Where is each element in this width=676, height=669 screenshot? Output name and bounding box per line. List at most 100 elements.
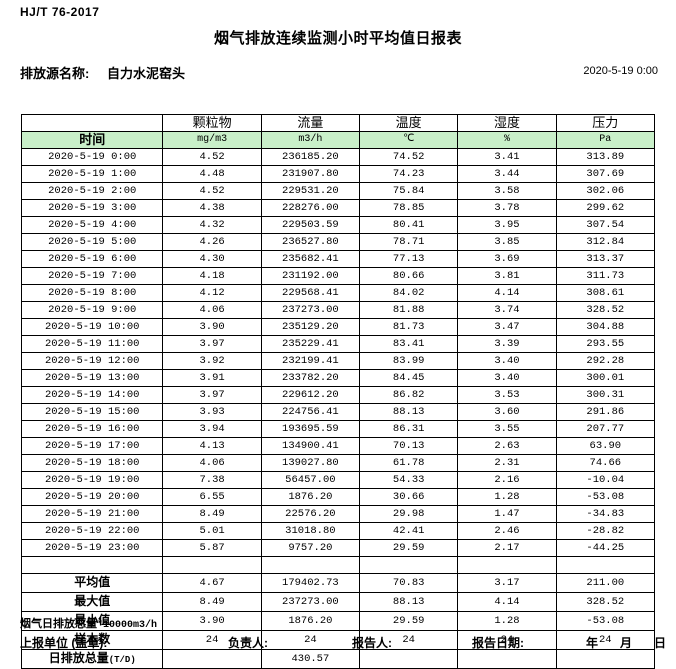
- table-row: 2020-5-19 20:00 6.55 1876.20 30.66 1.28 -53.0…: [20, 488, 656, 506]
- table-row: 2020-5-19 7:00 4.18 231192.00 80.66 3.81 311.…: [20, 267, 656, 285]
- cell-value: 3.39: [457, 335, 557, 353]
- cell-value: 229531.20: [260, 182, 361, 200]
- cell-value: 231907.80: [260, 165, 361, 183]
- cell-value: 81.73: [359, 318, 459, 336]
- header-unit-pressure: Pa: [555, 131, 656, 149]
- cell-value: -44.25: [555, 539, 656, 557]
- table-row: 2020-5-19 6:00 4.30 235682.41 77.13 3.69 313.…: [20, 250, 656, 268]
- cell-time: 2020-5-19 17:00: [20, 437, 164, 455]
- cell-value: 3.78: [457, 199, 557, 217]
- cell-value: 3.40: [457, 352, 557, 370]
- table-row: 2020-5-19 10:00 3.90 235129.20 81.73 3.47 304…: [20, 318, 656, 336]
- summary-value: 1.28: [457, 611, 557, 631]
- header-col-humidity: 湿度: [457, 114, 557, 132]
- table-row: 2020-5-19 5:00 4.26 236527.80 78.71 3.85 312.…: [20, 233, 656, 251]
- cell-value: 235129.20: [260, 318, 361, 336]
- cell-time: 2020-5-19 3:00: [20, 199, 164, 217]
- cell-value: 88.13: [359, 403, 459, 421]
- cell-value: 235229.41: [260, 335, 361, 353]
- cell-value: 3.90: [162, 318, 262, 336]
- cell-value: 29.59: [359, 539, 459, 557]
- cell-value: 4.06: [162, 301, 262, 319]
- cell-time: 2020-5-19 2:00: [20, 182, 164, 200]
- cell-value: 228276.00: [260, 199, 361, 217]
- table-row: 2020-5-19 18:00 4.06 139027.80 61.78 2.31 74.…: [20, 454, 656, 472]
- cell-value: 83.41: [359, 335, 459, 353]
- summary-label: 日排放总量(T/D): [20, 649, 164, 669]
- cell-value: 232199.41: [260, 352, 361, 370]
- cell-value: 307.54: [555, 216, 656, 234]
- cell-value: 4.12: [162, 284, 262, 302]
- table-row: 2020-5-19 0:00 4.52 236185.20 74.52 3.41 313.…: [20, 148, 656, 166]
- cell-value: 42.41: [359, 522, 459, 540]
- table-row: 2020-5-19 12:00 3.92 232199.41 83.99 3.40 292…: [20, 352, 656, 370]
- header-corner-blank: [20, 114, 164, 132]
- cell-value: -53.08: [555, 488, 656, 506]
- footer-day-label: 日: [654, 636, 667, 650]
- summary-value: 4.67: [162, 573, 262, 593]
- cell-value: -28.82: [555, 522, 656, 540]
- cell-value: 3.40: [457, 369, 557, 387]
- table-row: 2020-5-19 16:00 3.94 193695.59 86.31 3.55 207…: [20, 420, 656, 438]
- cell-value: 3.92: [162, 352, 262, 370]
- summary-row: 最大值 8.49 237273.00 88.13 4.14 328.52: [20, 592, 656, 612]
- cell-time: 2020-5-19 11:00: [20, 335, 164, 353]
- table-row: 2020-5-19 23:00 5.87 9757.20 29.59 2.17 -44.2…: [20, 539, 656, 557]
- summary-label-text: 最大值: [74, 594, 111, 608]
- table-row: 2020-5-19 22:00 5.01 31018.80 42.41 2.46 -28.…: [20, 522, 656, 540]
- cell-value: 3.47: [457, 318, 557, 336]
- cell-value: 3.74: [457, 301, 557, 319]
- cell-time: 2020-5-19 16:00: [20, 420, 164, 438]
- cell-value: 207.77: [555, 420, 656, 438]
- cell-value: 307.69: [555, 165, 656, 183]
- cell-value: 3.94: [162, 420, 262, 438]
- cell-value: 235682.41: [260, 250, 361, 268]
- cell-value: 4.38: [162, 199, 262, 217]
- table-row: 2020-5-19 2:00 4.52 229531.20 75.84 3.58 302.…: [20, 182, 656, 200]
- table-row: 2020-5-19 1:00 4.48 231907.80 74.23 3.44 307.…: [20, 165, 656, 183]
- cell-value: 229568.41: [260, 284, 361, 302]
- cell-value: 302.06: [555, 182, 656, 200]
- cell-value: 3.81: [457, 267, 557, 285]
- emission-source-value: 自力水泥窑头: [106, 66, 185, 81]
- cell-time: 2020-5-19 1:00: [20, 165, 164, 183]
- cell-time: 2020-5-19 8:00: [20, 284, 164, 302]
- cell-value: 193695.59: [260, 420, 361, 438]
- table-row: 2020-5-19 21:00 8.49 22576.20 29.98 1.47 -34.…: [20, 505, 656, 523]
- table-header-names: 颗粒物 流量 温度 湿度 压力: [20, 114, 656, 132]
- summary-value: 4.14: [457, 592, 557, 612]
- summary-value: 3.17: [457, 573, 557, 593]
- table-body: 2020-5-19 0:00 4.52 236185.20 74.52 3.41 313.…: [20, 148, 656, 669]
- cell-value: 4.06: [162, 454, 262, 472]
- footer-note: 烟气日排放总量*10000m3/h: [20, 615, 660, 631]
- cell-value: 4.14: [457, 284, 557, 302]
- cell-time: 2020-5-19 13:00: [20, 369, 164, 387]
- footer-reporting-unit-label: 上报单位 (盖章):: [20, 636, 108, 650]
- cell-value: 291.86: [555, 403, 656, 421]
- cell-time: 2020-5-19 12:00: [20, 352, 164, 370]
- cell-value: 77.13: [359, 250, 459, 268]
- summary-label: 平均值: [20, 573, 164, 593]
- cell-value: 299.62: [555, 199, 656, 217]
- cell-value: 86.82: [359, 386, 459, 404]
- page-title: 烟气排放连续监测小时平均值日报表: [213, 30, 462, 47]
- cell-value: 3.97: [162, 386, 262, 404]
- summary-value: 211.00: [555, 573, 656, 593]
- table-row: 2020-5-19 13:00 3.91 233782.20 84.45 3.40 300…: [20, 369, 656, 387]
- table-header-units: 时间 mg/m3 m3/h ℃ % Pa: [20, 131, 656, 149]
- summary-label: 最大值: [20, 592, 164, 612]
- cell-value: 31018.80: [260, 522, 361, 540]
- summary-row: 平均值 4.67 179402.73 70.83 3.17 211.00: [20, 573, 656, 593]
- cell-value: 81.88: [359, 301, 459, 319]
- cell-value: 2.46: [457, 522, 557, 540]
- cell-value: 134900.41: [260, 437, 361, 455]
- cell-value: 3.55: [457, 420, 557, 438]
- cell-value: 3.60: [457, 403, 557, 421]
- footer-note-text: 烟气日排放总量: [20, 618, 97, 630]
- cell-value: 1876.20: [260, 488, 361, 506]
- cell-value: 6.55: [162, 488, 262, 506]
- cell-value: 3.95: [457, 216, 557, 234]
- summary-value: 328.52: [555, 592, 656, 612]
- cell-value: 3.93: [162, 403, 262, 421]
- cell-value: 8.49: [162, 505, 262, 523]
